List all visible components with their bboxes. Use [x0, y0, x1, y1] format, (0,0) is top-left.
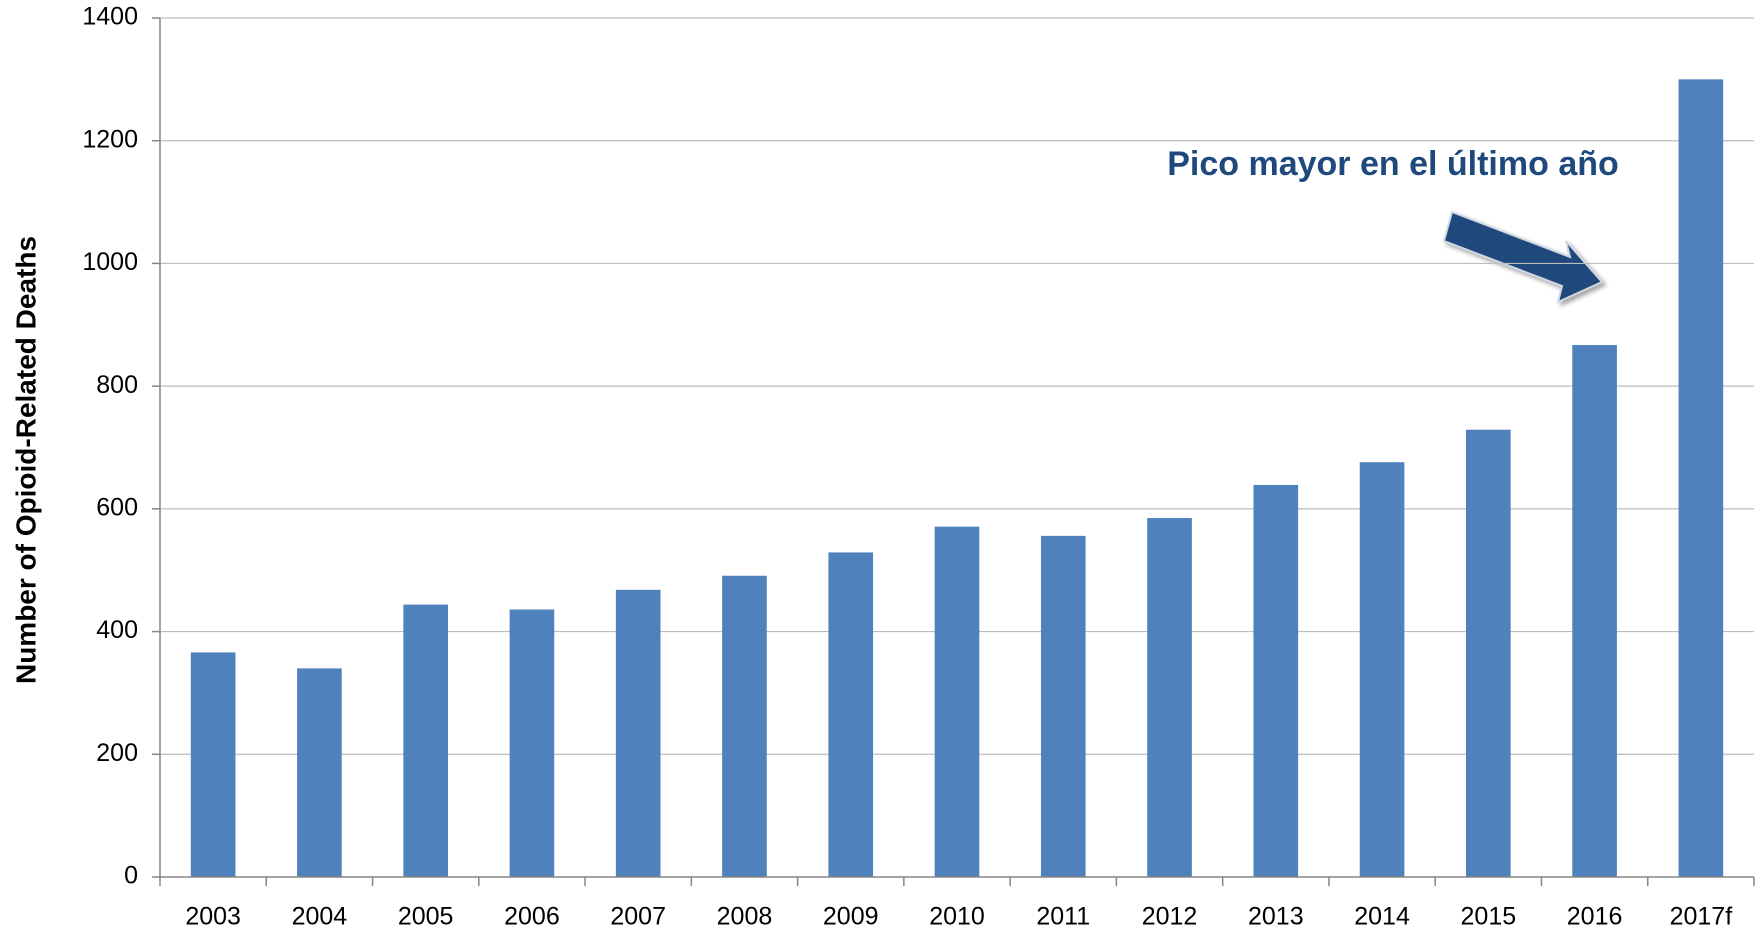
x-tick-label: 2004	[292, 903, 348, 931]
x-tick-label: 2011	[1036, 903, 1090, 931]
x-tick-label: 2013	[1248, 903, 1304, 931]
x-tick-label: 2006	[504, 903, 560, 931]
bar	[1466, 429, 1511, 877]
bar	[615, 589, 661, 877]
x-tick-label: 2017f	[1670, 903, 1733, 931]
bar	[190, 652, 236, 877]
y-tick-label: 400	[96, 616, 138, 644]
bar	[1359, 462, 1405, 877]
y-tick-label: 0	[124, 862, 138, 890]
y-tick-label: 1000	[82, 248, 138, 276]
x-tick-label: 2014	[1354, 903, 1410, 931]
y-tick-label: 800	[96, 371, 138, 399]
x-tick-label: 2008	[717, 903, 773, 931]
bar	[722, 575, 767, 877]
y-tick-label: 600	[96, 493, 138, 521]
x-tick-label: 2009	[823, 903, 879, 931]
x-tick-label: 2010	[929, 903, 985, 931]
bar	[1678, 79, 1724, 878]
x-tick-label: 2003	[185, 903, 241, 931]
bar	[297, 668, 342, 877]
bar	[1253, 484, 1299, 877]
bar	[828, 552, 874, 877]
x-tick-label: 2015	[1461, 903, 1517, 931]
x-tick-label: 2016	[1567, 903, 1623, 931]
y-tick-label: 1400	[82, 3, 138, 31]
y-axis-label: Number of Opioid-Related Deaths	[10, 236, 41, 684]
x-tick-label: 2005	[398, 903, 454, 931]
bar	[1572, 345, 1617, 877]
annotation: Pico mayor en el último año	[1167, 145, 1619, 183]
y-tick-label: 200	[96, 739, 138, 767]
bar	[1147, 518, 1192, 877]
bar	[403, 604, 448, 877]
x-tick-label: 2007	[610, 903, 666, 931]
bar	[509, 609, 555, 877]
annotation-arrow	[1442, 210, 1604, 304]
y-tick-label: 1200	[82, 125, 138, 153]
x-tick-label: 2012	[1142, 903, 1198, 931]
bar	[934, 526, 980, 877]
bar	[1040, 535, 1086, 877]
